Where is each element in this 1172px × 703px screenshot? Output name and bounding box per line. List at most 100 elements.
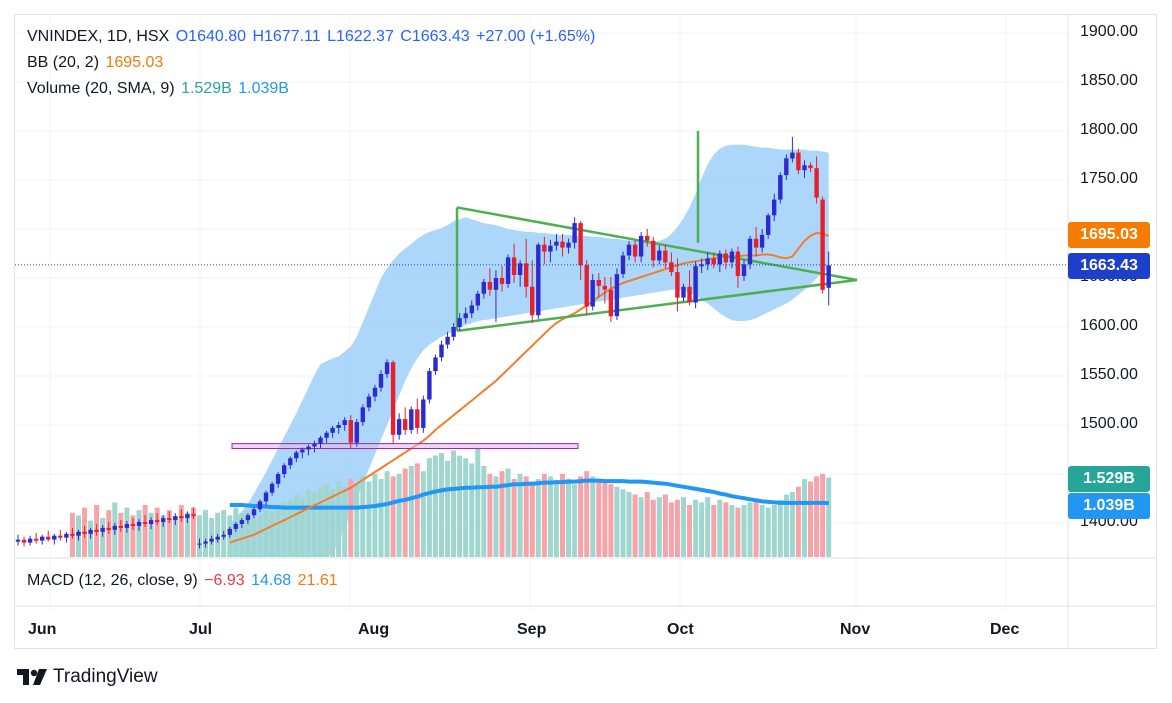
candle[interactable]	[245, 513, 251, 524]
candle[interactable]	[136, 519, 142, 531]
candle[interactable]	[191, 507, 196, 520]
candle[interactable]	[747, 235, 753, 270]
candle[interactable]	[566, 238, 571, 254]
candle[interactable]	[608, 277, 614, 323]
candle[interactable]	[409, 406, 414, 434]
candle[interactable]	[439, 340, 444, 362]
candle[interactable]	[596, 273, 601, 298]
candle[interactable]	[366, 393, 372, 412]
candle[interactable]	[820, 196, 825, 294]
candle[interactable]	[312, 440, 317, 453]
candle[interactable]	[318, 435, 323, 449]
candles[interactable]	[15, 136, 831, 549]
candle[interactable]	[82, 525, 87, 538]
candle[interactable]	[203, 538, 208, 548]
candle[interactable]	[808, 162, 813, 173]
candle[interactable]	[372, 384, 378, 402]
candle[interactable]	[445, 331, 450, 349]
candle[interactable]	[348, 415, 353, 449]
candle[interactable]	[778, 172, 783, 204]
candle[interactable]	[185, 511, 190, 523]
candle[interactable]	[33, 532, 39, 544]
candle[interactable]	[155, 513, 160, 525]
candle[interactable]	[693, 261, 698, 309]
candle[interactable]	[614, 268, 620, 321]
candle[interactable]	[396, 413, 402, 440]
candle[interactable]	[421, 395, 426, 433]
candle[interactable]	[100, 524, 105, 537]
candle[interactable]	[602, 277, 607, 304]
candle[interactable]	[681, 283, 686, 302]
macd-legend[interactable]: MACD (12, 26, close, 9) −6.93 14.68 21.6…	[27, 572, 340, 590]
candle[interactable]	[390, 360, 396, 444]
candle[interactable]	[584, 260, 589, 316]
candle[interactable]	[15, 534, 21, 546]
candle[interactable]	[475, 290, 480, 311]
candle[interactable]	[300, 447, 305, 459]
volume-legend[interactable]: Volume (20, SMA, 9) 1.529B 1.039B	[27, 80, 291, 98]
candle[interactable]	[711, 252, 716, 269]
candle[interactable]	[620, 251, 626, 278]
candle[interactable]	[269, 481, 275, 496]
candle[interactable]	[94, 523, 99, 536]
candle[interactable]	[729, 248, 735, 269]
candle[interactable]	[263, 490, 269, 506]
candle[interactable]	[530, 260, 535, 324]
candle[interactable]	[814, 156, 819, 204]
candle[interactable]	[741, 260, 747, 281]
candle[interactable]	[669, 252, 674, 277]
candle[interactable]	[638, 231, 644, 263]
candle[interactable]	[548, 239, 553, 263]
candle[interactable]	[433, 354, 438, 376]
candle[interactable]	[645, 229, 650, 247]
candle[interactable]	[251, 507, 257, 519]
candle[interactable]	[717, 250, 722, 273]
candle[interactable]	[578, 221, 583, 280]
candle[interactable]	[324, 430, 329, 443]
tradingview-logo[interactable]: TradingView	[17, 666, 158, 688]
candle[interactable]	[536, 242, 541, 320]
candle[interactable]	[699, 258, 704, 274]
candle[interactable]	[257, 499, 263, 513]
candle[interactable]	[784, 154, 789, 180]
candle[interactable]	[590, 274, 595, 311]
candle[interactable]	[275, 472, 281, 488]
candle[interactable]	[227, 526, 232, 538]
candle[interactable]	[572, 217, 577, 249]
triangle-drawing[interactable]	[455, 131, 858, 333]
candle[interactable]	[415, 398, 420, 434]
candle[interactable]	[796, 148, 801, 175]
candle[interactable]	[161, 515, 166, 527]
candle[interactable]	[282, 463, 287, 478]
candle[interactable]	[766, 213, 771, 239]
candle[interactable]	[288, 456, 293, 470]
candle[interactable]	[70, 527, 75, 539]
candle[interactable]	[469, 300, 474, 319]
candle[interactable]	[451, 323, 456, 341]
candle[interactable]	[772, 193, 777, 222]
candle[interactable]	[705, 252, 710, 271]
candle[interactable]	[221, 530, 226, 540]
candle[interactable]	[64, 531, 69, 543]
candle[interactable]	[511, 243, 517, 283]
candle[interactable]	[52, 533, 57, 545]
candle[interactable]	[560, 233, 565, 257]
candle[interactable]	[142, 515, 148, 527]
candle[interactable]	[517, 260, 523, 287]
candle[interactable]	[826, 251, 831, 306]
candle[interactable]	[88, 527, 93, 539]
candle[interactable]	[130, 518, 136, 530]
candle[interactable]	[336, 422, 341, 434]
candle[interactable]	[753, 227, 759, 257]
candle[interactable]	[735, 246, 741, 288]
candle[interactable]	[499, 266, 505, 292]
candle[interactable]	[723, 249, 728, 270]
candle[interactable]	[58, 529, 63, 541]
candle[interactable]	[46, 530, 51, 542]
candle[interactable]	[118, 520, 123, 532]
candle[interactable]	[27, 535, 33, 546]
bb-legend[interactable]: BB (20, 2) 1695.03	[27, 54, 165, 72]
symbol-label[interactable]: VNINDEX, 1D, HSX	[27, 28, 170, 45]
candle[interactable]	[384, 359, 390, 378]
